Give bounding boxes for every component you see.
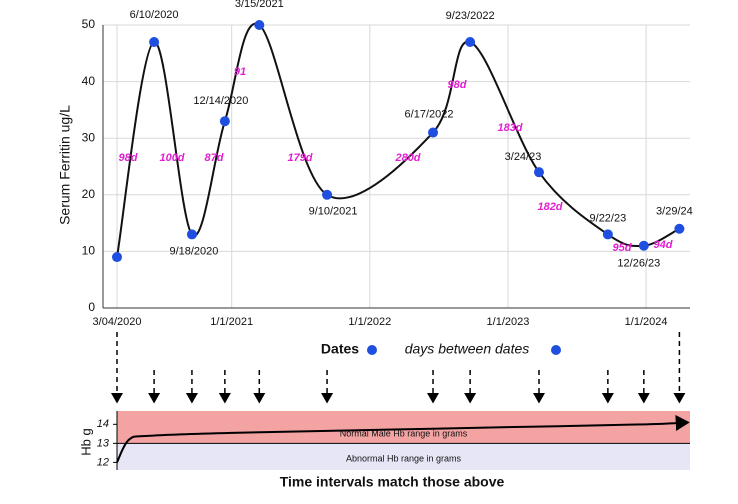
point-label: 9/18/2020 xyxy=(169,245,218,257)
data-point xyxy=(674,223,685,234)
hb-band xyxy=(117,443,690,470)
y-axis-label: Serum Ferritin ug/L xyxy=(57,105,73,225)
data-point xyxy=(322,189,333,200)
data-point xyxy=(149,36,160,47)
data-point xyxy=(186,229,197,240)
x-tick-label: 1/1/2022 xyxy=(348,316,391,328)
legend-dot xyxy=(367,345,377,355)
data-point xyxy=(428,127,439,138)
y-tick-label: 40 xyxy=(82,74,96,88)
point-label: 3/24/23 xyxy=(505,151,542,163)
x-tick-label: 1/1/2024 xyxy=(625,316,668,328)
data-point xyxy=(112,252,123,263)
data-point xyxy=(254,20,265,30)
hb-tick-label: 12 xyxy=(97,456,109,468)
legend-intervals: days between dates xyxy=(405,341,530,357)
interval-label: 98d xyxy=(119,152,138,164)
point-label: 6/17/2022 xyxy=(405,108,454,120)
interval-label: 95d xyxy=(613,242,632,254)
point-label: 3/15/2021 xyxy=(235,0,284,10)
interval-label: 87d xyxy=(205,152,224,164)
hb-line xyxy=(116,414,690,463)
interval-label: 280d xyxy=(394,152,420,164)
hb-axis-label: Hb g xyxy=(78,428,93,455)
interval-label: 98d xyxy=(448,79,467,91)
interval-label: 91 xyxy=(234,66,246,78)
y-tick-label: 20 xyxy=(82,187,96,201)
ferritin-line xyxy=(116,22,680,258)
y-tick-label: 50 xyxy=(82,17,96,31)
x-tick-label: 1/1/2023 xyxy=(487,316,530,328)
data-point xyxy=(602,229,613,240)
point-label: 6/10/2020 xyxy=(130,9,179,21)
hb-band-label: Normal Male Hb range in grams xyxy=(340,429,468,439)
y-tick-label: 10 xyxy=(82,244,96,258)
x-tick-label: 3/04/2020 xyxy=(93,316,142,328)
y-tick-label: 30 xyxy=(82,130,96,144)
legend-series: Dates xyxy=(321,341,359,357)
interval-label: 100d xyxy=(159,152,184,164)
interval-label: 182d xyxy=(537,201,562,213)
point-label: 12/26/23 xyxy=(617,258,660,270)
hb-tick-label: 13 xyxy=(97,437,110,449)
legend-dot xyxy=(551,345,561,355)
hb-band xyxy=(117,411,690,444)
hb-tick-label: 14 xyxy=(97,418,109,430)
hb-caption: Time intervals match those above xyxy=(280,474,505,490)
point-label: 12/14/2020 xyxy=(193,95,248,107)
data-point xyxy=(465,36,476,47)
data-point xyxy=(638,240,649,251)
y-tick-label: 0 xyxy=(88,300,95,314)
point-label: 9/22/23 xyxy=(590,212,627,224)
interval-label: 183d xyxy=(497,122,522,134)
point-label: 9/23/2022 xyxy=(446,10,495,22)
data-point xyxy=(219,116,230,127)
data-point xyxy=(533,167,544,178)
hb-band-label: Abnormal Hb range in grams xyxy=(346,454,462,464)
point-label: 3/29/24 xyxy=(656,206,693,218)
point-label: 9/10/2021 xyxy=(309,206,358,218)
interval-label: 179d xyxy=(287,152,312,164)
interval-label: 94d xyxy=(654,239,673,251)
x-tick-label: 1/1/2021 xyxy=(210,316,253,328)
